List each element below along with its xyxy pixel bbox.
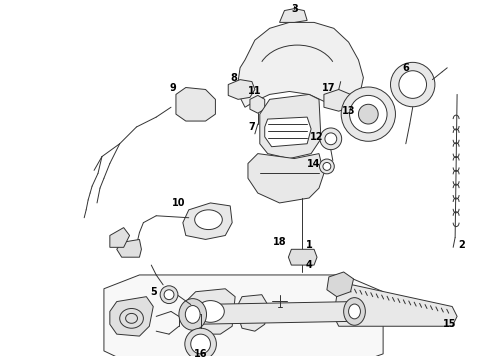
- Text: 8: 8: [231, 73, 238, 83]
- Ellipse shape: [319, 159, 334, 174]
- Text: 1: 1: [306, 240, 313, 250]
- Ellipse shape: [185, 328, 217, 360]
- Ellipse shape: [348, 304, 361, 319]
- Ellipse shape: [195, 210, 222, 230]
- Ellipse shape: [160, 286, 178, 303]
- Text: 15: 15: [442, 319, 456, 329]
- Polygon shape: [334, 282, 457, 326]
- Ellipse shape: [391, 62, 435, 107]
- Polygon shape: [327, 272, 353, 297]
- Polygon shape: [289, 249, 317, 265]
- Ellipse shape: [341, 87, 395, 141]
- Polygon shape: [265, 117, 311, 147]
- Text: 7: 7: [248, 122, 255, 132]
- Text: 10: 10: [172, 198, 186, 208]
- Polygon shape: [250, 95, 265, 113]
- Text: 13: 13: [342, 106, 355, 116]
- Text: 11: 11: [248, 86, 262, 96]
- Polygon shape: [228, 80, 255, 99]
- Ellipse shape: [179, 299, 206, 330]
- Polygon shape: [248, 154, 324, 203]
- Polygon shape: [104, 275, 383, 360]
- Ellipse shape: [349, 95, 387, 133]
- Text: 17: 17: [322, 82, 336, 93]
- Ellipse shape: [196, 301, 224, 322]
- Text: 16: 16: [194, 349, 207, 359]
- Polygon shape: [186, 289, 235, 334]
- Ellipse shape: [343, 298, 366, 325]
- Text: 9: 9: [170, 82, 176, 93]
- Text: 6: 6: [402, 63, 409, 73]
- Polygon shape: [324, 90, 350, 111]
- Polygon shape: [238, 22, 364, 107]
- Ellipse shape: [185, 306, 200, 323]
- Polygon shape: [110, 228, 129, 247]
- Polygon shape: [183, 203, 232, 239]
- Ellipse shape: [323, 162, 331, 170]
- Text: 14: 14: [307, 159, 321, 170]
- Polygon shape: [279, 9, 307, 22]
- Ellipse shape: [359, 104, 378, 124]
- Polygon shape: [260, 94, 321, 158]
- Polygon shape: [186, 302, 361, 324]
- Ellipse shape: [320, 128, 342, 150]
- Polygon shape: [176, 87, 216, 121]
- Ellipse shape: [399, 71, 426, 98]
- Text: 12: 12: [310, 132, 324, 142]
- Text: 5: 5: [150, 287, 157, 297]
- Ellipse shape: [191, 334, 211, 354]
- Ellipse shape: [164, 290, 174, 300]
- Text: 18: 18: [273, 237, 286, 247]
- Text: 3: 3: [291, 4, 298, 14]
- Polygon shape: [110, 297, 153, 336]
- Text: 2: 2: [459, 240, 466, 250]
- Text: 4: 4: [306, 260, 313, 270]
- Polygon shape: [238, 295, 268, 331]
- Polygon shape: [117, 239, 142, 257]
- Ellipse shape: [325, 133, 337, 145]
